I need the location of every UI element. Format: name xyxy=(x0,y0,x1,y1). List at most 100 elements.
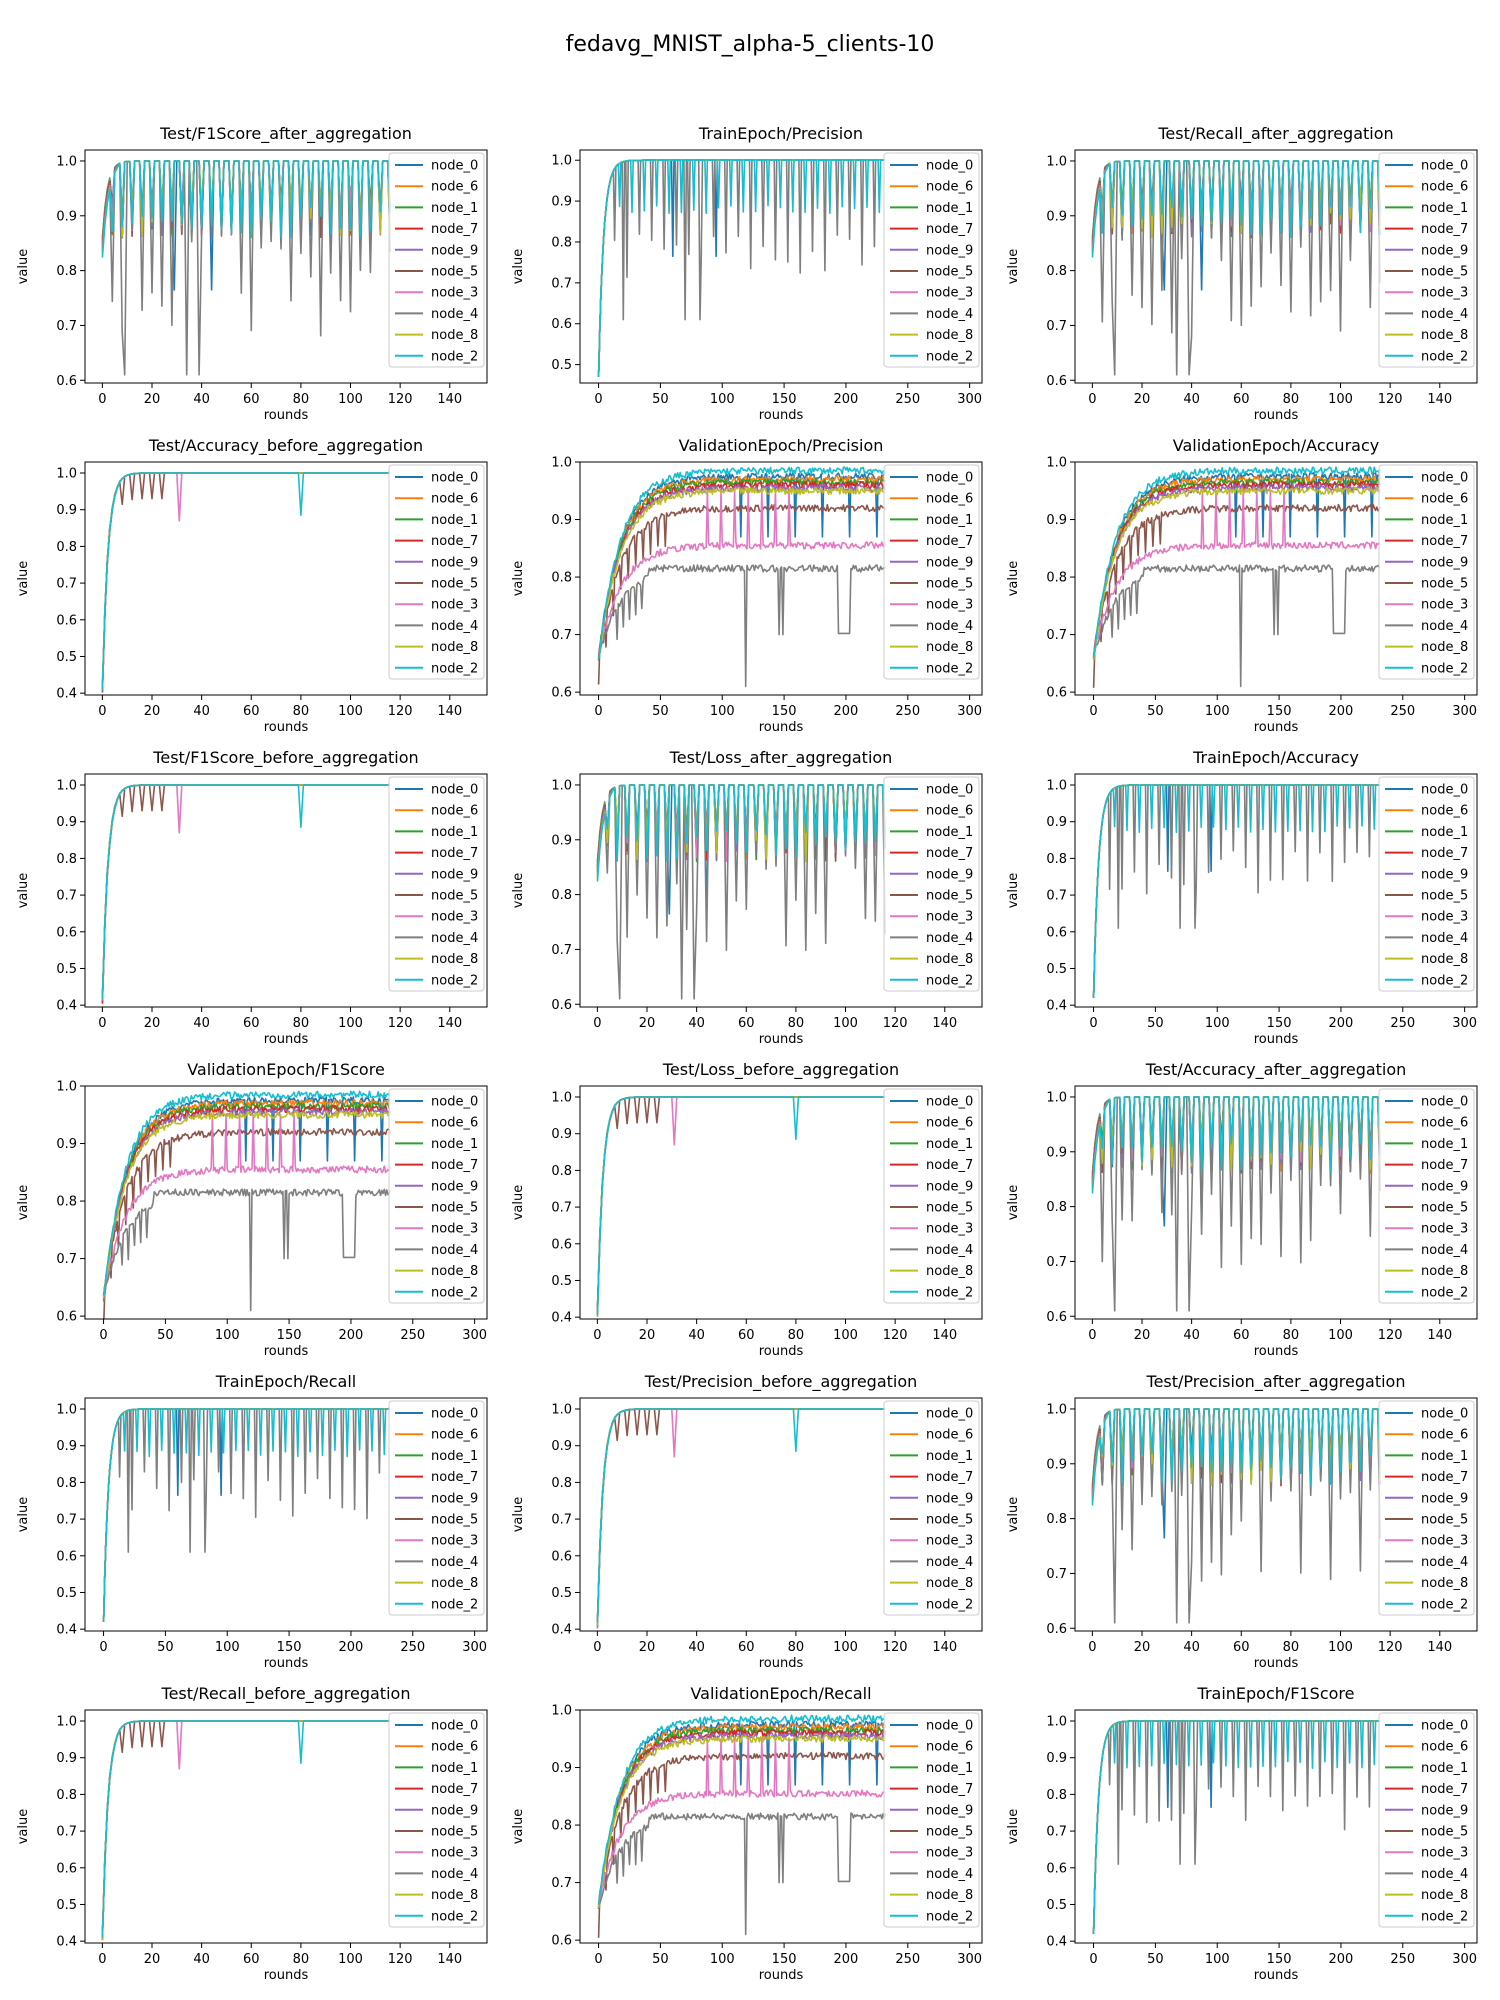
y-tick-label: 0.6 xyxy=(551,1549,572,1564)
series-line-node_0 xyxy=(101,1720,391,1937)
legend-label-node_3: node_3 xyxy=(1421,286,1468,301)
y-tick-label: 0.9 xyxy=(551,513,572,528)
x-tick-label: 80 xyxy=(788,1016,805,1031)
y-tick-label: 0.4 xyxy=(56,687,77,702)
x-axis-label: rounds xyxy=(1254,1656,1299,1671)
x-tick-label: 100 xyxy=(215,1640,240,1655)
legend-label-node_4: node_4 xyxy=(431,307,478,322)
x-tick-label: 150 xyxy=(1267,704,1292,719)
legend-label-node_1: node_1 xyxy=(926,1761,973,1776)
legend-label-node_9: node_9 xyxy=(1421,867,1468,882)
y-tick-label: 0.6 xyxy=(1046,686,1067,701)
y-tick-label: 0.6 xyxy=(551,317,572,332)
y-tick-label: 0.4 xyxy=(1046,999,1067,1014)
x-tick-label: 100 xyxy=(338,704,363,719)
series-line-node_5 xyxy=(101,784,391,1002)
series-line-node_0 xyxy=(102,1096,392,1296)
x-tick-label: 20 xyxy=(144,704,161,719)
axes-frame xyxy=(1074,1709,1478,1944)
y-tick-label: 0.7 xyxy=(1046,889,1067,904)
x-tick-label: 80 xyxy=(1283,1640,1300,1655)
y-tick-label: 0.6 xyxy=(56,1861,77,1876)
x-tick-label: 140 xyxy=(932,1640,957,1655)
legend-label-node_5: node_5 xyxy=(926,889,973,904)
x-tick-label: 200 xyxy=(1329,704,1354,719)
series-group xyxy=(597,466,887,688)
subplot-title: ValidationEpoch/Precision xyxy=(679,436,884,455)
legend: node_0 node_6 node_1 node_7 node_9 node_5node… xyxy=(883,776,980,992)
legend-label-node_3: node_3 xyxy=(1421,598,1468,613)
y-tick-label: 0.9 xyxy=(551,1761,572,1776)
x-tick-label: 300 xyxy=(1452,1952,1477,1967)
legend-label-node_1: node_1 xyxy=(431,513,478,528)
x-axis-label: rounds xyxy=(264,1344,309,1359)
y-tick-label: 0.7 xyxy=(1046,1255,1067,1270)
x-tick-label: 140 xyxy=(437,1016,462,1031)
y-tick-label: 0.6 xyxy=(551,686,572,701)
y-tick-label: 0.6 xyxy=(1046,374,1067,389)
series-line-node_9 xyxy=(1091,160,1381,247)
y-tick-label: 1.0 xyxy=(56,467,77,482)
series-line-node_5 xyxy=(101,472,391,691)
legend-label-node_8: node_8 xyxy=(1421,328,1468,343)
legend-label-node_0: node_0 xyxy=(431,1407,478,1422)
legend-label-node_6: node_6 xyxy=(431,1116,478,1131)
series-group xyxy=(101,160,391,376)
y-tick-label: 0.7 xyxy=(1046,319,1067,334)
legend-label-node_7: node_7 xyxy=(1421,1470,1468,1485)
legend-label-node_4: node_4 xyxy=(926,1243,973,1258)
legend-label-node_9: node_9 xyxy=(926,867,973,882)
legend-label-node_1: node_1 xyxy=(926,1137,973,1152)
series-line-node_9 xyxy=(596,1096,886,1312)
subplot-title: Test/F1Score_after_aggregation xyxy=(159,124,412,144)
series-line-node_2 xyxy=(596,784,886,882)
legend-label-node_7: node_7 xyxy=(431,534,478,549)
y-tick-label: 0.6 xyxy=(1046,1861,1067,1876)
x-axis-label: rounds xyxy=(264,1032,309,1047)
subplot-4: Test/Accuracy_before_aggregation 0 20 40 60 8… xyxy=(16,436,488,735)
subplot-title: Test/F1Score_before_aggregation xyxy=(152,748,418,768)
y-tick-label: 0.6 xyxy=(1046,1622,1067,1637)
y-tick-label: 0.9 xyxy=(551,833,572,848)
x-tick-label: 140 xyxy=(1427,392,1452,407)
legend-label-node_2: node_2 xyxy=(431,1597,478,1612)
y-axis-label: value xyxy=(511,1185,526,1221)
series-group xyxy=(1092,466,1382,688)
x-tick-label: 100 xyxy=(833,1640,858,1655)
x-tick-label: 100 xyxy=(833,1016,858,1031)
series-line-node_3 xyxy=(101,472,391,693)
series-line-node_0 xyxy=(101,160,391,291)
legend: node_0 node_6 node_1 node_7 node_9 node_5node… xyxy=(388,1712,485,1928)
x-tick-label: 120 xyxy=(1378,1328,1403,1343)
x-tick-label: 120 xyxy=(388,1016,413,1031)
series-line-node_4 xyxy=(101,1720,391,1940)
series-line-node_2 xyxy=(1092,784,1381,998)
y-tick-label: 1.0 xyxy=(1046,779,1067,794)
legend-label-node_9: node_9 xyxy=(1421,243,1468,258)
legend: node_0 node_6 node_1 node_7 node_9 node_5node… xyxy=(388,152,485,368)
legend-label-node_3: node_3 xyxy=(431,286,478,301)
series-line-node_3 xyxy=(596,1408,886,1629)
series-line-node_1 xyxy=(101,472,391,688)
legend-label-node_6: node_6 xyxy=(926,804,973,819)
x-tick-label: 100 xyxy=(215,1328,240,1343)
x-tick-label: 100 xyxy=(338,1952,363,1967)
subplot-title: Test/Recall_before_aggregation xyxy=(161,1684,411,1704)
legend-label-node_6: node_6 xyxy=(431,492,478,507)
legend-label-node_7: node_7 xyxy=(1421,534,1468,549)
series-group xyxy=(102,1090,392,1319)
series-line-node_2 xyxy=(102,1090,392,1296)
legend-label-node_3: node_3 xyxy=(926,598,973,613)
legend: node_0 node_6 node_1 node_7 node_9 node_5node… xyxy=(883,1088,980,1304)
subplot-6: ValidationEpoch/Accuracy 0 50 100 150 200 250 3… xyxy=(1006,436,1478,735)
series-line-node_6 xyxy=(596,1096,886,1314)
series-line-node_8 xyxy=(101,472,391,690)
x-tick-label: 0 xyxy=(593,1640,601,1655)
series-line-node_8 xyxy=(596,1408,886,1626)
x-tick-label: 80 xyxy=(293,1952,310,1967)
x-tick-label: 200 xyxy=(339,1328,364,1343)
subplot-title: TrainEpoch/Recall xyxy=(215,1372,357,1391)
y-tick-label: 0.8 xyxy=(56,1195,77,1210)
legend-label-node_9: node_9 xyxy=(926,1179,973,1194)
series-line-node_1 xyxy=(1091,1096,1381,1179)
